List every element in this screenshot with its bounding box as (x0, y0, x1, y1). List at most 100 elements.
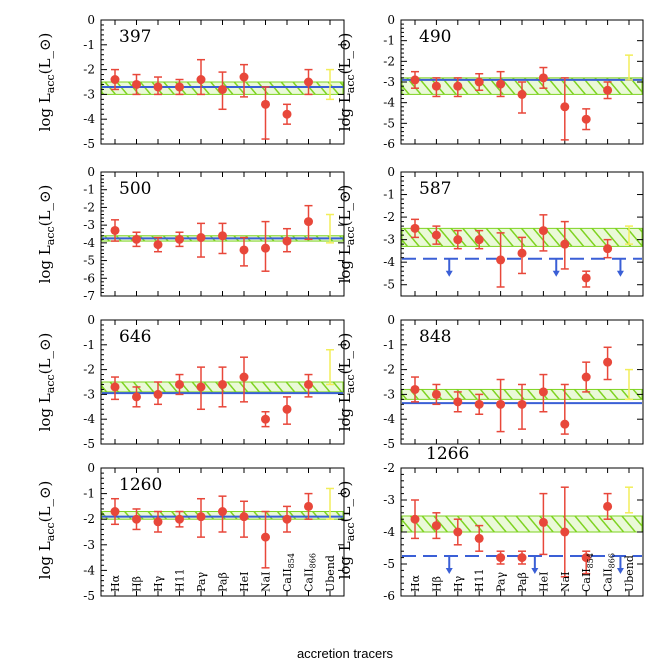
panel-1-point-5 (517, 89, 527, 99)
panel-3-point-0 (410, 223, 420, 233)
panel-2-title: 500 (119, 179, 151, 199)
panel-7-point-9 (603, 501, 613, 511)
panel-2-point-6 (239, 245, 249, 255)
panel-4-ytick-label-2: -2 (83, 363, 95, 377)
panel-2-ytick-label-1: -1 (83, 183, 95, 197)
panel-1-point-4 (496, 79, 506, 89)
panel-7-category-4: Paγ (495, 572, 508, 592)
panel-7-point-6 (538, 517, 548, 527)
panel-6-point-8 (282, 514, 292, 524)
panel-6-category-7: NaI (260, 571, 273, 592)
panel-1-point-6 (538, 73, 548, 83)
panel-6: 0 -1 -2 -3 -4 -5 1260 Hα Hβ Hγ H11 Paγ Paβ HeI NaI CaII… (83, 461, 345, 603)
panel-5-ytick-label-1: -1 (383, 338, 395, 352)
panel-0-point-4 (196, 75, 206, 85)
panel-0-point-5 (218, 84, 227, 94)
panel-3-ytick-label-2: -2 (383, 210, 395, 224)
panel-6-category-10: Ubend (324, 555, 337, 592)
panel-3-point-7 (560, 239, 570, 249)
panel-5-point-0 (410, 384, 420, 394)
panel-2-point-8 (282, 236, 292, 246)
panel-4-ytick-label-1: -1 (83, 338, 95, 352)
panel-0-ytick-label-2: -2 (83, 63, 95, 77)
panel-3-upper-limit-head-0 (445, 270, 453, 277)
panel-6-category-6: HeI (238, 572, 251, 592)
panel-3-point-4 (496, 255, 506, 265)
panel-1-point-9 (603, 85, 613, 95)
panel-3-upper-limit-head-1 (552, 270, 560, 277)
panel-0-ytick-label-0: 0 (87, 13, 95, 27)
panel-1-point-7 (560, 102, 570, 112)
panel-7-point-1 (431, 521, 441, 531)
panel-4-ytick-label-3: -3 (83, 387, 95, 401)
panel-1-ytick-label-1: -1 (383, 34, 395, 48)
panel-5-title: 848 (419, 327, 451, 347)
panel-4-point-9 (304, 379, 313, 389)
panel-7-category-8: CaII854 (580, 553, 595, 592)
panel-1-ytick-label-3: -3 (383, 75, 395, 89)
panel-6-point-4 (196, 512, 206, 522)
panel-4-point-4 (196, 382, 206, 392)
panel-1: 0 -1 -2 -3 -4 -5 -6 490 (383, 13, 644, 151)
panel-5-ytick-label-4: -4 (383, 412, 395, 426)
y-axis-label-2-1: log Lacc(L_⊙) (336, 333, 357, 432)
y-axis-label-1-1: log Lacc(L_⊙) (336, 185, 357, 284)
x-axis-label: accretion tracers (297, 646, 394, 661)
panel-6-ytick-label-1: -1 (83, 487, 95, 501)
panel-1-ytick-label-2: -2 (383, 54, 395, 68)
panel-6-point-1 (132, 514, 141, 524)
panel-5-point-5 (517, 399, 527, 409)
panel-4-ytick-label-4: -4 (83, 412, 95, 426)
panel-7-point-3 (474, 533, 484, 543)
panel-3: 0 -1 -2 -3 -4 -5 587 (383, 165, 644, 297)
panel-4-point-5 (218, 379, 227, 389)
y-axis-label-0-1: log Lacc(L_⊙) (336, 33, 357, 132)
panel-7-ytick-label-0: -2 (383, 461, 395, 475)
panel-0-point-7 (261, 99, 270, 109)
panel-6-point-7 (261, 532, 270, 542)
panel-2-point-7 (261, 243, 270, 253)
panel-6-category-4: Paγ (195, 572, 208, 592)
panel-4-point-2 (153, 389, 163, 399)
panel-1-point-0 (410, 75, 420, 85)
panel-3-ytick-label-3: -3 (383, 233, 395, 247)
panel-6-ytick-label-5: -5 (83, 589, 95, 603)
panel-4-ytick-label-0: 0 (87, 313, 95, 327)
panel-4-point-3 (175, 379, 184, 389)
panel-5-point-2 (453, 397, 463, 407)
panel-4-point-7 (261, 414, 270, 424)
panel-2-point-3 (175, 234, 184, 244)
panel-2-point-1 (132, 234, 141, 244)
panel-3-point-8 (581, 273, 591, 283)
panel-2-ytick-label-4: -4 (83, 236, 95, 250)
panel-5-ytick-label-2: -2 (383, 363, 395, 377)
panel-6-ytick-label-4: -4 (83, 563, 95, 577)
panel-7-category-6: HeI (537, 572, 550, 592)
panel-5-point-4 (496, 399, 506, 409)
panel-7-ytick-label-3: -5 (383, 557, 395, 571)
panel-5-ytick-label-3: -3 (383, 387, 395, 401)
panel-1-title: 490 (419, 27, 451, 47)
panel-7-title: 1266 (426, 444, 469, 464)
panel-6-category-5: Paβ (217, 572, 230, 592)
panel-2: 0 -1 -2 -3 -4 -5 -6 -7 500 (83, 165, 345, 303)
panel-7-category-10: Ubend (623, 555, 636, 592)
panel-6-point-5 (218, 507, 227, 517)
panel-6-category-1: Hβ (131, 576, 144, 592)
panel-3-ytick-label-4: -4 (383, 255, 395, 269)
panel-0-point-0 (110, 75, 120, 85)
panel-5-point-1 (431, 389, 441, 399)
panel-2-point-4 (196, 233, 206, 243)
panel-6-category-0: Hα (109, 574, 122, 592)
panel-7-category-9: CaII866 (602, 553, 617, 592)
panel-7-category-0: Hα (409, 574, 422, 592)
panel-3-point-6 (538, 226, 548, 236)
panel-0-point-1 (132, 79, 141, 89)
panel-7-category-5: Paβ (516, 572, 529, 592)
panel-1-point-1 (431, 81, 441, 91)
panel-7-category-2: Hγ (452, 575, 465, 592)
panel-5-ytick-label-5: -5 (383, 437, 395, 451)
panel-0: 0 -1 -2 -3 -4 -5 397 (83, 13, 345, 151)
panel-4-point-1 (132, 392, 141, 402)
panel-7-band (401, 515, 643, 533)
